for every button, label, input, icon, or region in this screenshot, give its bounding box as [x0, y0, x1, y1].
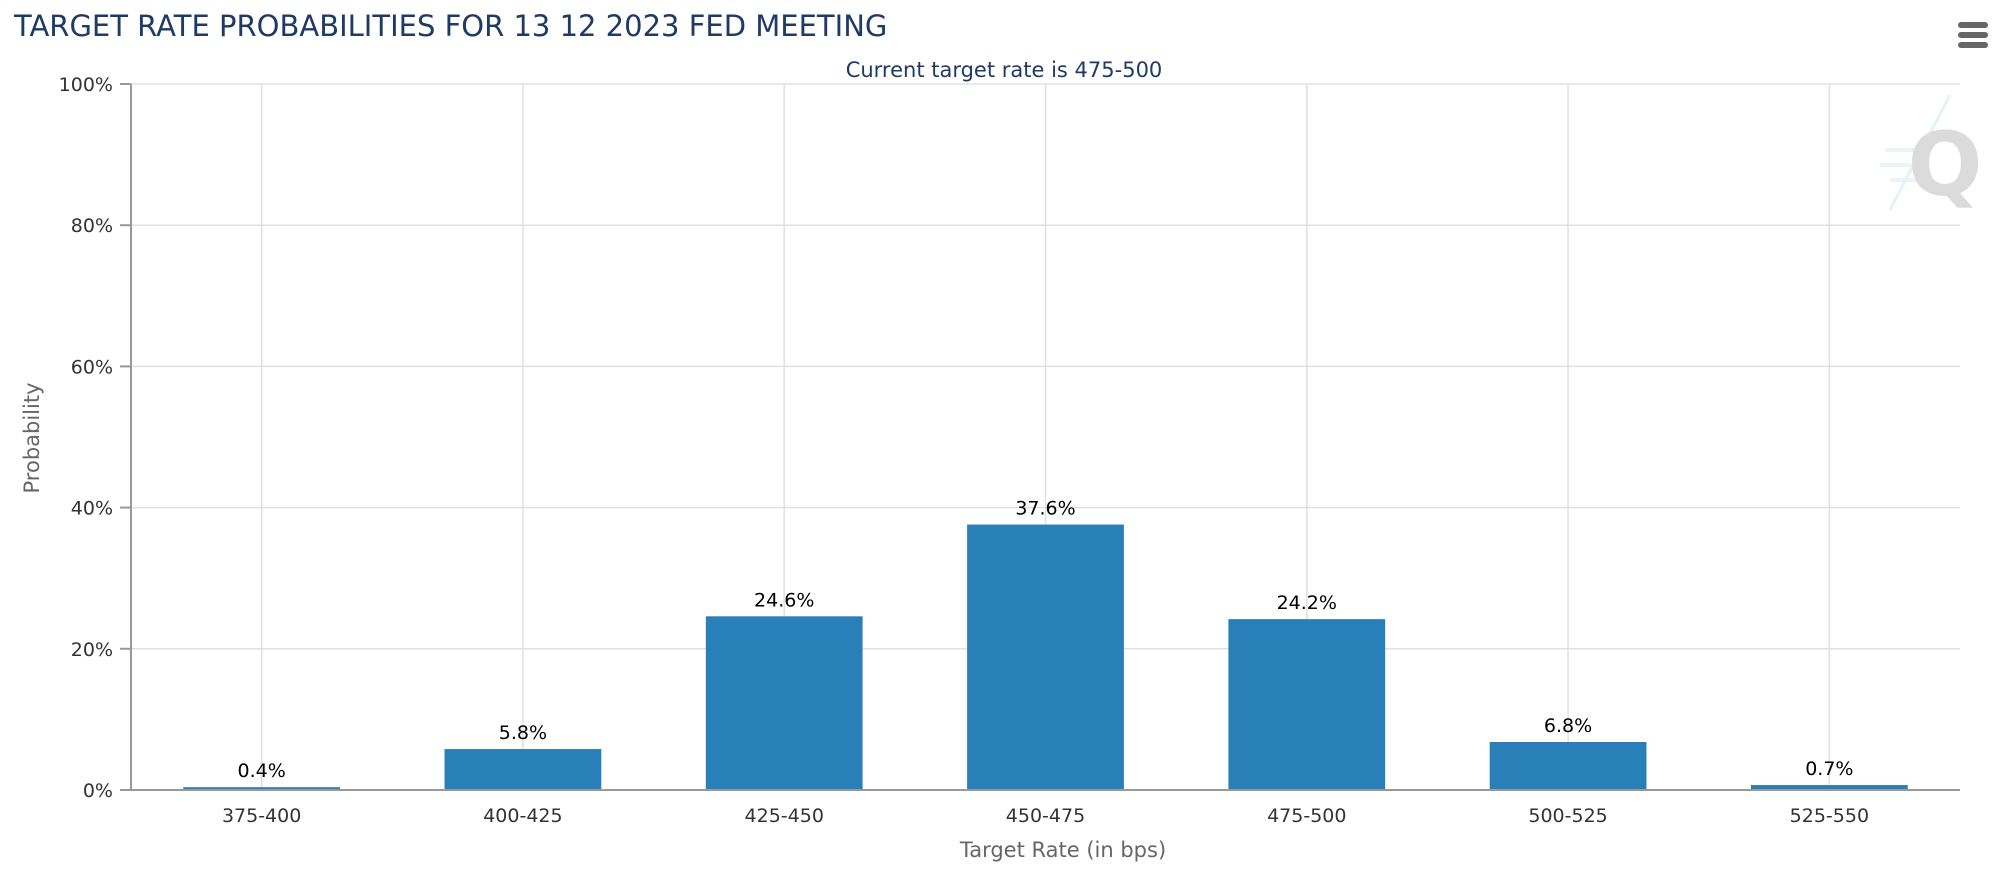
- bar: [967, 524, 1124, 790]
- y-tick-label: 80%: [71, 215, 113, 237]
- bar: [1228, 619, 1386, 790]
- data-label: 0.7%: [1805, 758, 1853, 780]
- bar: [1750, 785, 1908, 790]
- y-axis: 0% 20% 40% 60% 80% 100%: [59, 74, 132, 802]
- x-axis: 375-400 400-425 425-450 450-475 475-500 500-5…: [131, 789, 1960, 827]
- x-tick-label: 400-425: [483, 805, 562, 827]
- x-tick-label: 525-550: [1790, 805, 1869, 827]
- data-label: 5.8%: [499, 722, 547, 744]
- bar: [705, 616, 863, 790]
- y-axis-title: Probability: [20, 382, 44, 493]
- data-label: 24.6%: [754, 589, 814, 611]
- x-tick-label: 450-475: [1006, 805, 1085, 827]
- y-tick-label: 60%: [71, 356, 113, 378]
- bar: [444, 749, 602, 790]
- chart-title: TARGET RATE PROBABILITIES FOR 13 12 2023…: [13, 9, 887, 43]
- hamburger-menu-icon[interactable]: [1958, 22, 1988, 48]
- x-tick-label: 475-500: [1267, 805, 1346, 827]
- svg-text:Q: Q: [1908, 113, 1983, 216]
- x-tick-label: 375-400: [222, 805, 301, 827]
- y-tick-label: 40%: [71, 498, 113, 520]
- y-tick-label: 0%: [83, 780, 113, 802]
- chart-subtitle: Current target rate is 475-500: [846, 58, 1163, 82]
- x-axis-title: Target Rate (in bps): [959, 838, 1166, 862]
- data-label: 6.8%: [1544, 715, 1592, 737]
- bar: [1489, 741, 1647, 790]
- q-logo-icon: Q: [1880, 94, 1983, 216]
- x-tick-label: 425-450: [745, 805, 824, 827]
- y-tick-label: 20%: [71, 639, 113, 661]
- data-label: 37.6%: [1015, 498, 1075, 520]
- y-tick-label: 100%: [59, 74, 113, 96]
- data-label: 24.2%: [1277, 592, 1337, 614]
- bar: [183, 787, 341, 790]
- data-label: 0.4%: [238, 760, 286, 782]
- bars: [183, 524, 1908, 790]
- data-labels: 0.4% 5.8% 24.6% 37.6% 24.2% 6.8% 0.7%: [238, 498, 1854, 783]
- x-tick-label: 500-525: [1528, 805, 1607, 827]
